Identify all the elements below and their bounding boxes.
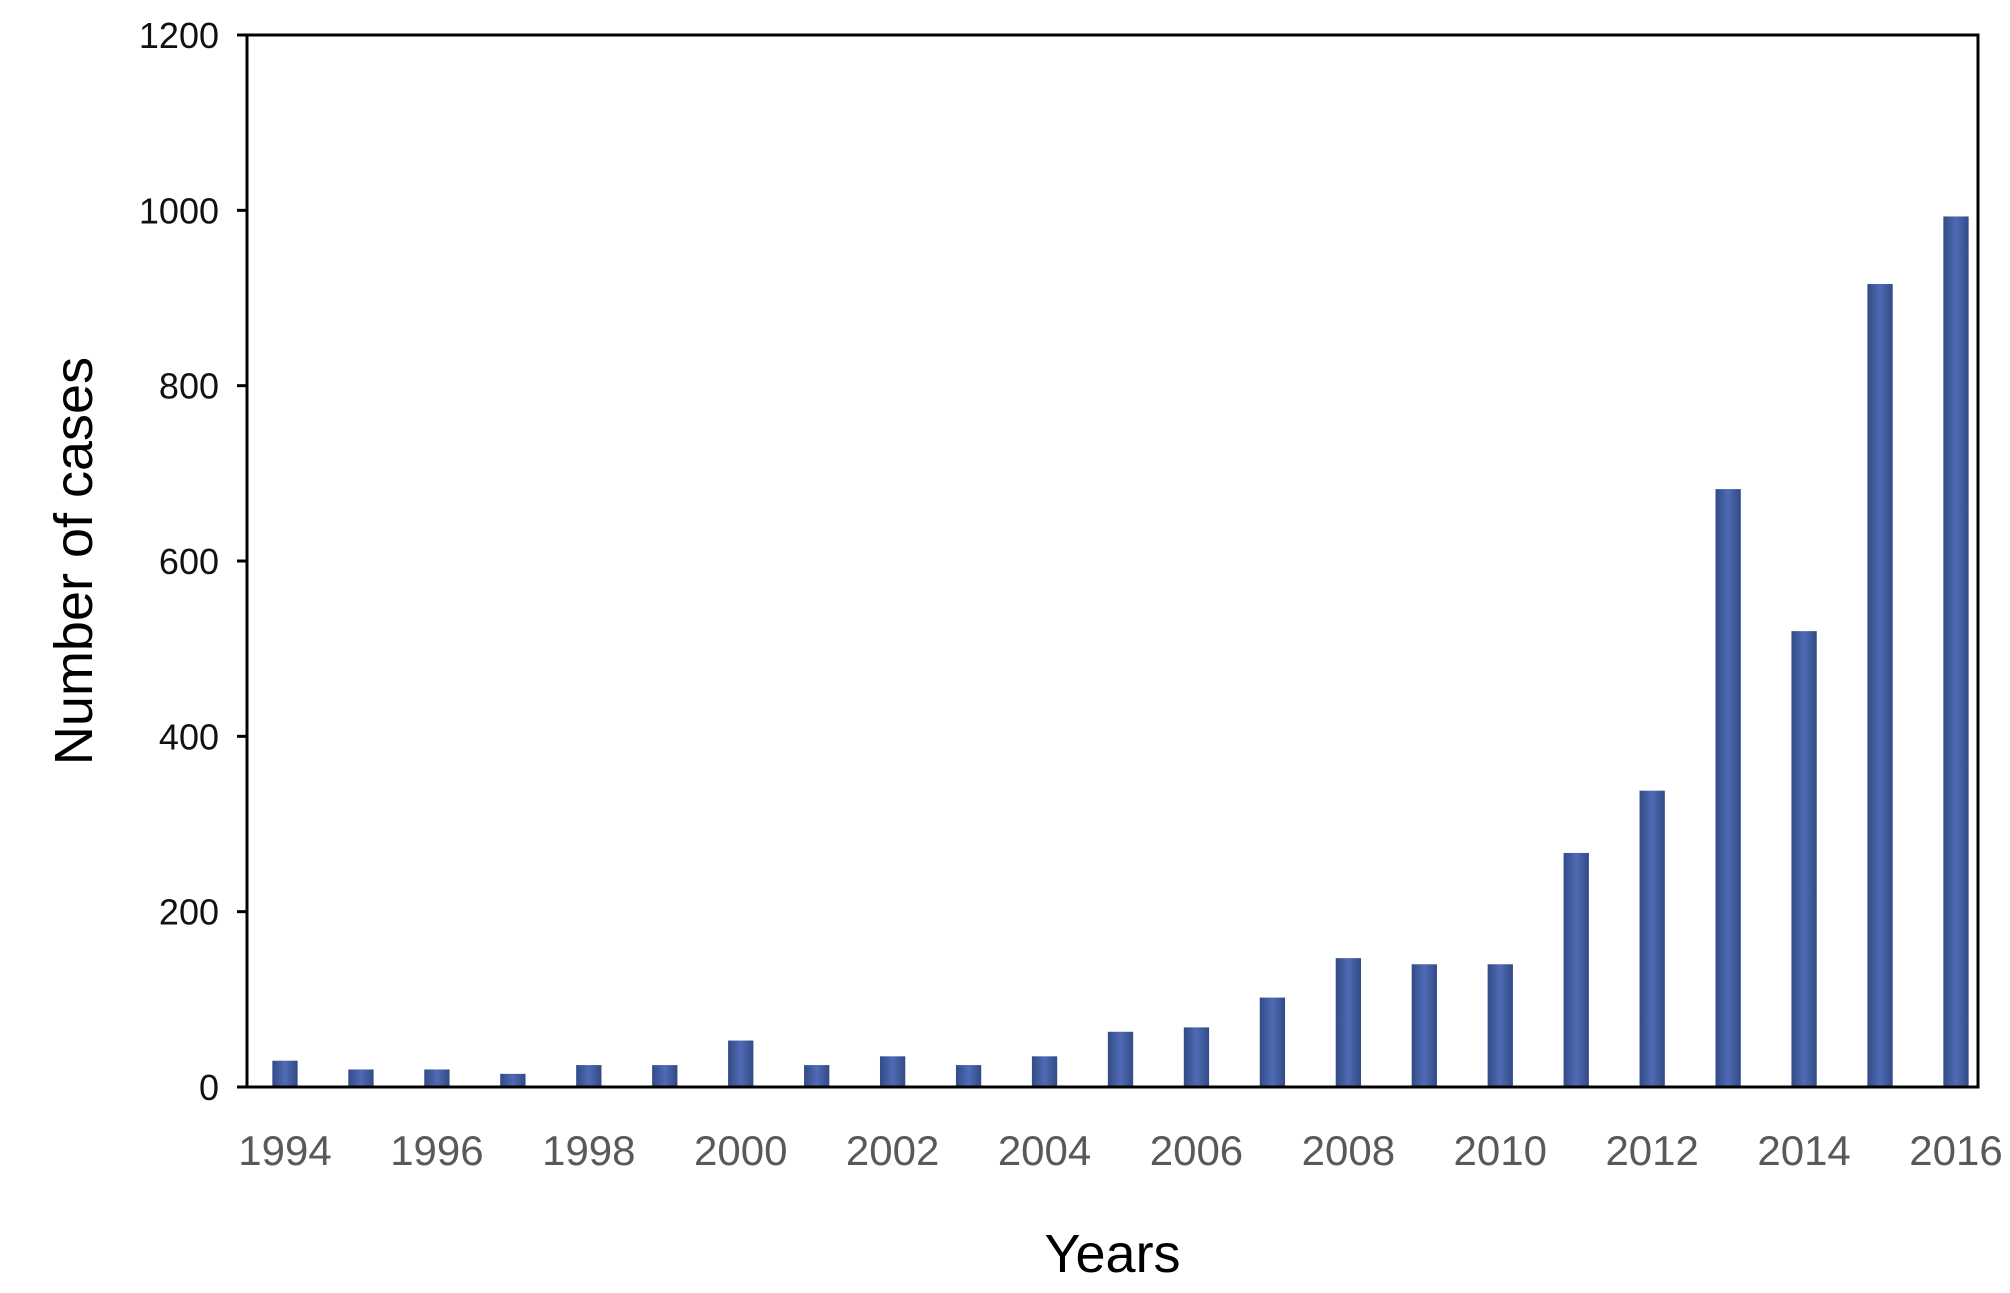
bar-1997 (500, 1073, 526, 1087)
bar-1994 (272, 1060, 298, 1087)
y-tick-label: 600 (159, 541, 219, 582)
bar-2002 (879, 1056, 906, 1087)
bar-2001 (804, 1065, 830, 1087)
y-tick-label: 1200 (139, 15, 219, 56)
x-tick-label: 2016 (1909, 1127, 2002, 1174)
y-tick-label: 0 (199, 1067, 219, 1108)
x-tick-label: 1994 (238, 1127, 331, 1174)
x-tick-label: 1996 (390, 1127, 483, 1174)
x-tick-label: 2002 (846, 1127, 939, 1174)
y-tick-label: 200 (159, 892, 219, 933)
x-axis-title: Years (1044, 1224, 1180, 1284)
bar-2012 (1639, 790, 1665, 1087)
bar-series (272, 216, 1969, 1088)
bar-2016 (1943, 216, 1969, 1088)
bar-2011 (1563, 852, 1589, 1087)
bar-2003 (955, 1065, 982, 1087)
y-tick-label: 400 (159, 716, 219, 757)
bar-2013 (1715, 489, 1741, 1087)
bar-1995 (348, 1069, 374, 1087)
y-tick-label: 1000 (139, 190, 219, 231)
x-tick-label: 2012 (1605, 1127, 1698, 1174)
x-tick-label: 2014 (1757, 1127, 1850, 1174)
x-axis-ticks: 1994 1996 1998 2000 2002 2004 2006 2008 2010 2012… (238, 1127, 2002, 1174)
bar-2000 (728, 1040, 754, 1087)
x-tick-label: 2010 (1454, 1127, 1547, 1174)
x-tick-label: 2008 (1302, 1127, 1395, 1174)
plot-area-frame (245, 33, 1980, 1089)
y-tick-label: 800 (159, 366, 219, 407)
x-tick-label: 2000 (694, 1127, 787, 1174)
bar-2005 (1107, 1031, 1134, 1087)
bar-2015 (1867, 283, 1893, 1088)
bar-1999 (652, 1065, 678, 1087)
bar-1996 (424, 1069, 450, 1087)
x-tick-label: 2006 (1150, 1127, 1243, 1174)
y-axis-title: Number of cases (44, 357, 104, 765)
bar-2006 (1183, 1027, 1210, 1087)
x-tick-label: 1998 (542, 1127, 635, 1174)
bar-1998 (576, 1065, 602, 1087)
y-axis-ticks: 0 200 400 600 800 1000 1200 (139, 15, 247, 1108)
bar-2004 (1031, 1056, 1058, 1087)
x-tick-label: 2004 (998, 1127, 1091, 1174)
bar-2008 (1335, 958, 1362, 1087)
bar-2007 (1259, 997, 1286, 1087)
bar-2009 (1411, 964, 1437, 1087)
bar-2014 (1791, 631, 1817, 1087)
bar-2010 (1487, 964, 1513, 1087)
